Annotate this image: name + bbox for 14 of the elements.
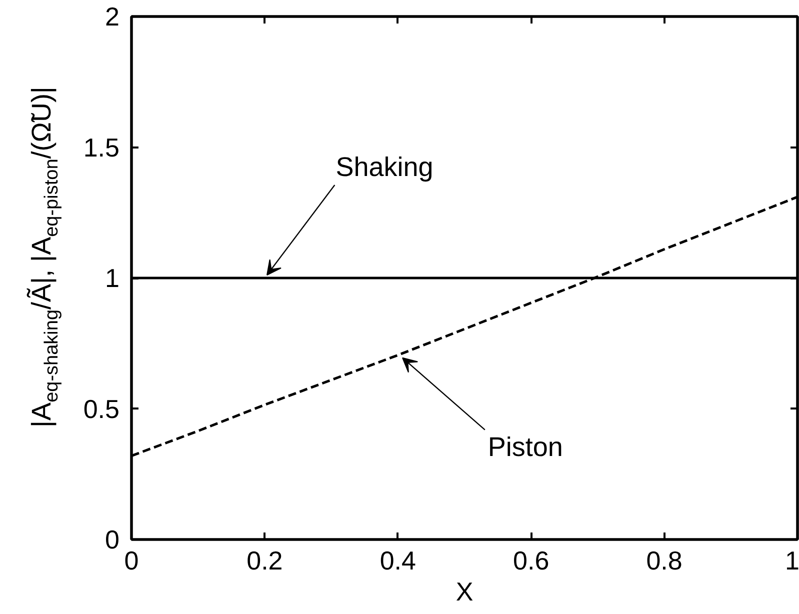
x-tick-label: 0	[124, 546, 139, 576]
x-tick-label: 0.2	[246, 546, 283, 576]
y-tick-label: 0.5	[83, 394, 120, 424]
annotation: Piston	[488, 432, 563, 462]
x-tick-label: 0.8	[646, 546, 682, 576]
x-tick-label: 0.6	[513, 546, 550, 576]
y-tick-label: 2	[105, 2, 120, 32]
x-axis-title: X	[456, 576, 474, 606]
x-tick-label: 0.4	[380, 546, 416, 576]
y-tick-label: 0	[105, 524, 120, 554]
annotation: Shaking	[336, 152, 434, 182]
y-tick-label: 1.5	[83, 132, 120, 162]
x-tick-label: 1	[785, 546, 799, 576]
y-tick-label: 1	[105, 263, 120, 293]
